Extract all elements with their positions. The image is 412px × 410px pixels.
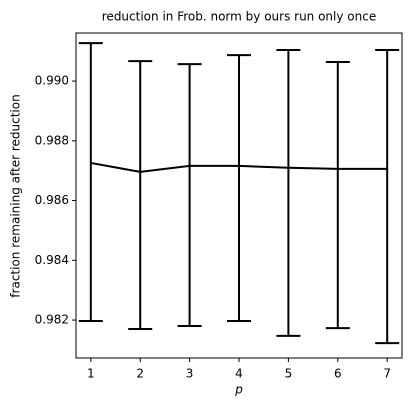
x-tick-label: 6 xyxy=(334,367,342,381)
x-tick-label: 2 xyxy=(136,367,144,381)
x-tick-label: 7 xyxy=(383,367,391,381)
x-tick-label: 3 xyxy=(186,367,194,381)
y-tick-label: 0.990 xyxy=(35,74,69,88)
y-tick-label: 0.984 xyxy=(35,253,69,267)
y-axis-label: fraction remaining after reduction xyxy=(9,94,23,297)
x-tick-label: 4 xyxy=(235,367,243,381)
line xyxy=(90,161,388,173)
y-tick-label: 0.988 xyxy=(35,133,69,147)
x-tick-label: 5 xyxy=(285,367,293,381)
x-axis-label: p xyxy=(234,383,243,397)
x-tick-label: 1 xyxy=(87,367,95,381)
chart-title: reduction in Frob. norm by ours run only… xyxy=(102,10,376,24)
y-tick-label: 0.982 xyxy=(35,313,69,327)
y-tick-label: 0.986 xyxy=(35,193,69,207)
